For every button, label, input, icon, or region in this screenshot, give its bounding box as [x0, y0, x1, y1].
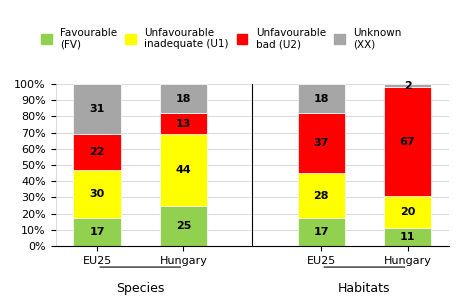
Text: 20: 20 — [400, 207, 415, 217]
Bar — [160, 113, 207, 134]
Text: 28: 28 — [313, 191, 329, 201]
Bar — [384, 196, 431, 228]
Bar — [160, 206, 207, 246]
Text: 17: 17 — [313, 227, 329, 237]
Text: 22: 22 — [89, 147, 105, 157]
Text: 11: 11 — [400, 232, 415, 242]
Bar — [74, 170, 121, 218]
Text: 37: 37 — [313, 138, 329, 148]
Bar — [298, 84, 345, 113]
Text: 2: 2 — [404, 81, 412, 91]
Bar — [160, 84, 207, 113]
Bar — [74, 84, 121, 134]
Bar — [298, 173, 345, 218]
Text: 67: 67 — [400, 136, 415, 146]
Bar — [384, 87, 431, 196]
Text: 17: 17 — [89, 227, 105, 237]
Text: 30: 30 — [89, 189, 105, 199]
Bar — [298, 218, 345, 246]
Bar — [160, 134, 207, 206]
Text: 18: 18 — [313, 94, 329, 103]
Text: 44: 44 — [175, 165, 191, 175]
Bar — [298, 113, 345, 173]
Text: Species: Species — [116, 282, 164, 295]
Text: 13: 13 — [175, 119, 191, 129]
Bar — [384, 84, 431, 87]
Legend: Favourable
(FV), Unfavourable
inadequate (U1), Unfavourable
bad (U2), Unknown
(X: Favourable (FV), Unfavourable inadequate… — [41, 28, 401, 49]
Text: 18: 18 — [175, 94, 191, 103]
Bar — [74, 134, 121, 170]
Bar — [384, 228, 431, 246]
Text: 25: 25 — [175, 221, 191, 231]
Text: Habitats: Habitats — [338, 282, 391, 295]
Bar — [74, 218, 121, 246]
Text: 31: 31 — [89, 104, 105, 114]
